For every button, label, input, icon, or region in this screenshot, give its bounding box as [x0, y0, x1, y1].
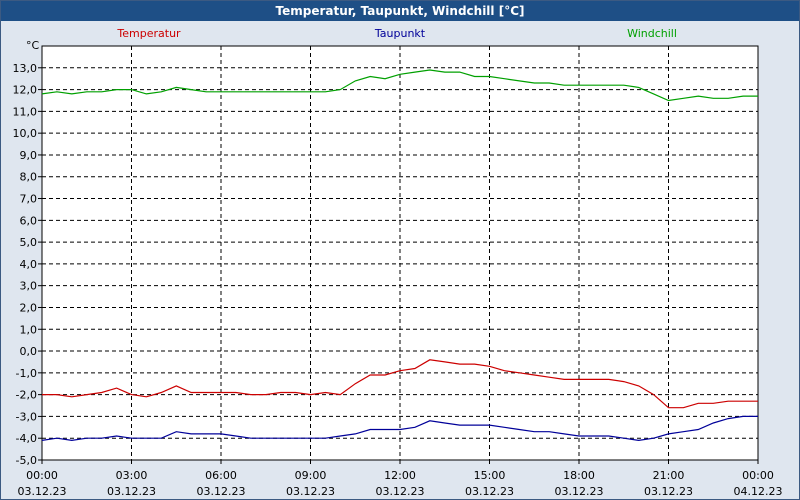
x-tick-time-label: 09:00	[295, 469, 327, 482]
x-tick-time-label: 00:00	[26, 469, 58, 482]
series-line-taupunkt	[41, 415, 758, 442]
legend-label-windchill: Windchill	[627, 27, 677, 40]
y-tick-label: 6,0	[20, 214, 38, 227]
x-tick-date-label: 03.12.23	[286, 485, 335, 498]
grid-lines	[42, 46, 758, 460]
y-tick-label: 7,0	[20, 193, 38, 206]
legend-label-temperatur: Temperatur	[116, 27, 181, 40]
y-tick-label: -2,0	[16, 389, 37, 402]
x-tick-time-label: 00:00	[742, 469, 774, 482]
y-tick-label: 8,0	[20, 171, 38, 184]
y-tick-label: 12,0	[13, 84, 38, 97]
series-line-windchill	[41, 69, 758, 102]
x-tick-date-label: 03.12.23	[555, 485, 604, 498]
x-axis: 00:00 03.12.23 03:00 03.12.23 06:00 03.12.23 0…	[18, 460, 783, 498]
x-tick-time-label: 03:00	[116, 469, 148, 482]
x-tick-time-label: 15:00	[474, 469, 506, 482]
y-tick-label: 4,0	[20, 258, 38, 271]
x-tick-date-label: 03.12.23	[18, 485, 67, 498]
y-tick-label: -4,0	[16, 432, 37, 445]
y-tick-label: 1,0	[20, 323, 38, 336]
y-tick-label: 5,0	[20, 236, 38, 249]
legend-label-taupunkt: Taupunkt	[374, 27, 426, 40]
y-tick-label: 10,0	[13, 127, 38, 140]
x-tick-date-label: 03.12.23	[465, 485, 514, 498]
series-lines	[41, 69, 758, 442]
x-tick-time-label: 06:00	[205, 469, 237, 482]
y-tick-label: -5,0	[16, 454, 37, 467]
y-tick-label: 2,0	[20, 301, 38, 314]
x-tick-date-label: 03.12.23	[107, 485, 156, 498]
legend: Temperatur Taupunkt Windchill	[116, 27, 677, 40]
y-axis-unit-label: °C	[26, 39, 40, 52]
x-tick-time-label: 18:00	[563, 469, 595, 482]
y-tick-label: 0,0	[20, 345, 38, 358]
y-tick-label: 13,0	[13, 62, 38, 75]
x-tick-time-label: 12:00	[384, 469, 416, 482]
x-tick-time-label: 21:00	[653, 469, 685, 482]
y-tick-label: 11,0	[13, 105, 38, 118]
x-tick-date-label: 03.12.23	[644, 485, 693, 498]
x-tick-date-label: 04.12.23	[734, 485, 783, 498]
series-line-temperatur	[42, 359, 758, 409]
y-tick-label: -3,0	[16, 410, 37, 423]
y-tick-label: -1,0	[16, 367, 37, 380]
y-axis: 13,0 12,0 11,0 10,0 9,0 8,0 7,0 6,0 5,0 4,0 3,0 2,0…	[13, 62, 42, 467]
y-tick-label: 9,0	[20, 149, 38, 162]
x-tick-date-label: 03.12.23	[376, 485, 425, 498]
y-tick-label: 3,0	[20, 280, 38, 293]
chart-area: 13,0 12,0 11,0 10,0 9,0 8,0 7,0 6,0 5,0 4,0 3,0 2,0…	[13, 27, 783, 498]
x-tick-date-label: 03.12.23	[197, 485, 246, 498]
chart-title: Temperatur, Taupunkt, Windchill [°C]	[1, 1, 799, 21]
